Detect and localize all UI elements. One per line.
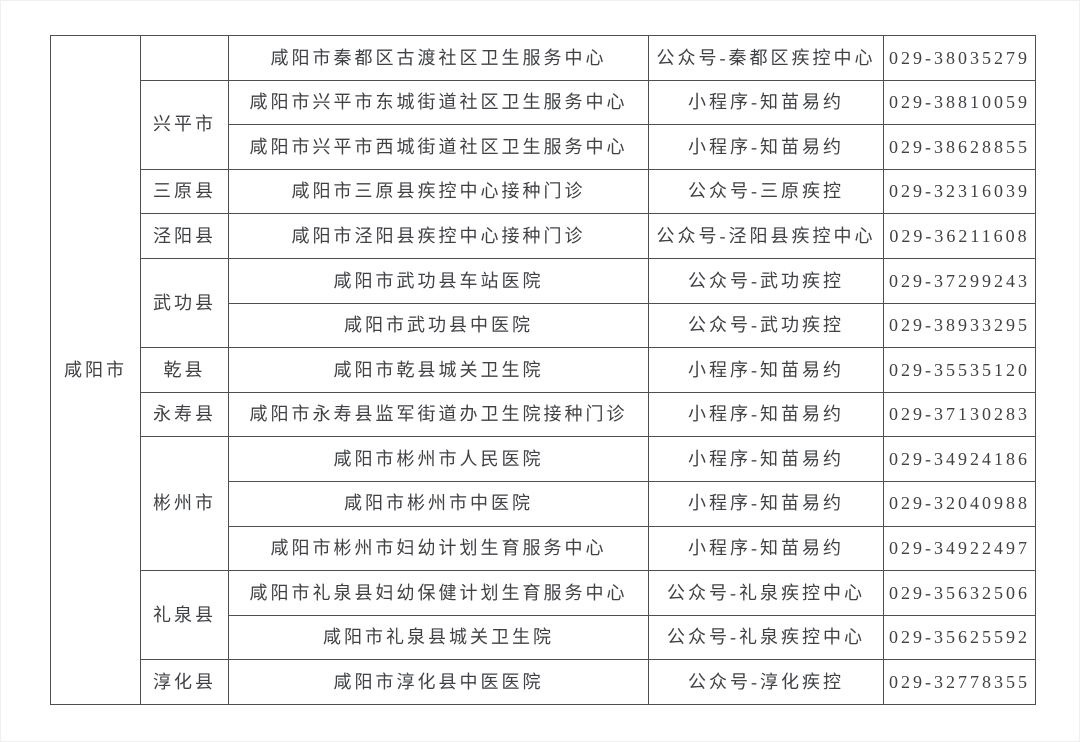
cell-institution: 咸阳市礼泉县城关卫生院 [228,614,649,661]
cell-phone: 029-32316039 [883,168,1036,215]
cell-booking-channel: 小程序-知苗易约 [648,525,884,572]
cell-booking-channel: 小程序-知苗易约 [648,79,884,126]
cell-institution: 咸阳市礼泉县妇幼保健计划生育服务中心 [228,570,649,616]
table-row: 彬州市 咸阳市彬州市人民医院 小程序-知苗易约 029-34924186 [51,436,1036,572]
cell-phone: 029-37299243 [883,257,1036,304]
cell-phone: 029-32778355 [883,659,1036,705]
cell-phone: 029-34924186 [883,436,1036,482]
cell-phone: 029-35625592 [883,614,1036,661]
cell-phone: 029-38933295 [883,302,1036,349]
cell-booking-channel: 小程序-知苗易约 [648,480,884,527]
cell-booking-channel: 公众号-秦都区疾控中心 [648,35,884,81]
cell-institution: 咸阳市淳化县中医医院 [228,659,649,705]
cell-booking-channel: 公众号-武功疾控 [648,302,884,349]
cell-city: 咸阳市 [50,35,141,705]
cell-phone: 029-35535120 [883,347,1036,393]
cell-booking-channel: 公众号-三原疾控 [648,168,884,215]
clinic-table: 咸阳市 咸阳市秦都区古渡社区卫生服务中心 公众号-秦都区疾控中心 029-380… [50,35,1036,705]
cell-institution: 咸阳市武功县车站医院 [228,257,649,304]
cell-county: 礼泉县 [140,570,229,661]
table-row: 咸阳市兴平市西城街道社区卫生服务中心 小程序-知苗易约 029-38628855 [51,124,1036,170]
cell-county: 永寿县 [140,391,229,438]
cell-institution: 咸阳市武功县中医院 [228,302,649,349]
cell-institution: 咸阳市泾阳县疾控中心接种门诊 [228,213,649,259]
cell-booking-channel: 公众号-礼泉疾控中心 [648,570,884,616]
cell-county: 乾县 [140,347,229,393]
cell-institution: 咸阳市彬州市人民医院 [228,436,649,482]
cell-booking-channel: 小程序-知苗易约 [648,436,884,482]
cell-booking-channel: 小程序-知苗易约 [648,124,884,170]
cell-county: 泾阳县 [140,213,229,259]
table-row: 咸阳市武功县中医院 公众号-武功疾控 029-38933295 [51,302,1036,349]
cell-county: 淳化县 [140,659,229,705]
cell-phone: 029-36211608 [883,213,1036,259]
table-row: 咸阳市彬州市中医院 小程序-知苗易约 029-32040988 [51,480,1036,527]
cell-county: 武功县 [140,257,229,349]
table-row: 乾县 咸阳市乾县城关卫生院 小程序-知苗易约 029-35535120 [51,347,1036,393]
table-row: 淳化县 咸阳市淳化县中医医院 公众号-淳化疾控 029-32778355 [51,659,1036,705]
cell-institution: 咸阳市彬州市中医院 [228,480,649,527]
cell-phone: 029-34922497 [883,525,1036,572]
cell-phone: 029-32040988 [883,480,1036,527]
cell-phone: 029-37130283 [883,391,1036,438]
cell-county [140,35,229,81]
cell-booking-channel: 公众号-淳化疾控 [648,659,884,705]
cell-booking-channel: 公众号-礼泉疾控中心 [648,614,884,661]
cell-county: 三原县 [140,168,229,215]
table-row: 咸阳市 咸阳市秦都区古渡社区卫生服务中心 公众号-秦都区疾控中心 029-380… [50,35,1036,705]
table-row: 永寿县 咸阳市永寿县监军街道办卫生院接种门诊 小程序-知苗易约 029-3713… [51,391,1036,438]
cell-county: 彬州市 [140,436,229,572]
cell-institution: 咸阳市彬州市妇幼计划生育服务中心 [228,525,649,572]
cell-phone: 029-38810059 [883,79,1036,126]
table-row: 咸阳市彬州市妇幼计划生育服务中心 小程序-知苗易约 029-34922497 [51,525,1036,572]
cell-phone: 029-38035279 [883,35,1036,81]
table-row: 兴平市 咸阳市兴平市东城街道社区卫生服务中心 小程序-知苗易约 029-3881… [51,79,1036,170]
cell-institution: 咸阳市乾县城关卫生院 [228,347,649,393]
cell-institution: 咸阳市永寿县监军街道办卫生院接种门诊 [228,391,649,438]
cell-institution: 咸阳市秦都区古渡社区卫生服务中心 [228,35,649,81]
cell-institution: 咸阳市三原县疾控中心接种门诊 [228,168,649,215]
cell-county: 兴平市 [140,79,229,170]
table-row: 咸阳市礼泉县城关卫生院 公众号-礼泉疾控中心 029-35625592 [51,614,1036,661]
cell-booking-channel: 公众号-武功疾控 [648,257,884,304]
table-row: 三原县 咸阳市三原县疾控中心接种门诊 公众号-三原疾控 029-32316039 [51,168,1036,215]
cell-booking-channel: 小程序-知苗易约 [648,347,884,393]
table-row: 礼泉县 咸阳市礼泉县妇幼保健计划生育服务中心 公众号-礼泉疾控中心 029-35… [51,570,1036,661]
table-row: 泾阳县 咸阳市泾阳县疾控中心接种门诊 公众号-泾阳县疾控中心 029-36211… [51,213,1036,259]
cell-institution: 咸阳市兴平市东城街道社区卫生服务中心 [228,79,649,126]
cell-institution: 咸阳市兴平市西城街道社区卫生服务中心 [228,124,649,170]
cell-phone: 029-38628855 [883,124,1036,170]
cell-phone: 029-35632506 [883,570,1036,616]
cell-booking-channel: 公众号-泾阳县疾控中心 [648,213,884,259]
cell-booking-channel: 小程序-知苗易约 [648,391,884,438]
table-row: 武功县 咸阳市武功县车站医院 公众号-武功疾控 029-37299243 [51,257,1036,349]
